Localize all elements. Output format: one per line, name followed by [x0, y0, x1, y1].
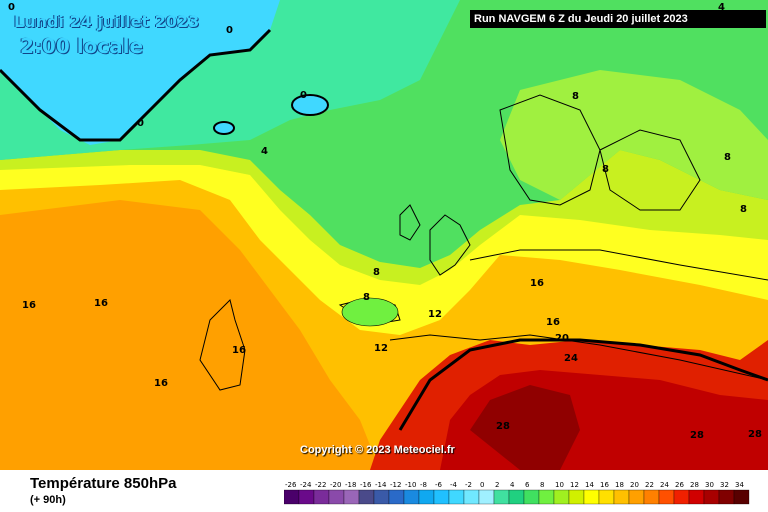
contour-label: 28	[748, 429, 762, 440]
scale-swatch	[568, 489, 585, 505]
parameter-title: Température 850hPa	[30, 475, 177, 492]
scale-tick-label: -14	[375, 481, 387, 489]
scale-tick-label: -20	[330, 481, 341, 489]
scale-tick-label: 32	[720, 481, 729, 489]
scale-tick-label: -24	[300, 481, 312, 489]
scale-swatch	[478, 489, 495, 505]
copyright-notice: Copyright © 2023 Meteociel.fr	[300, 444, 455, 456]
scale-swatch	[703, 489, 720, 505]
contour-label: 8	[602, 164, 609, 175]
color-scale: -26 -24 -22 -20 -18 -16 -14 -12 -10 -8 -6 -4 -2 0 2 4 6 8…	[284, 481, 750, 505]
temperature-map: 0 0 0 0 4 8 8 8 8 8 12 12 16 16 16 16 16…	[0, 0, 768, 470]
scale-swatch	[418, 489, 435, 505]
scale-tick-label: -10	[405, 481, 416, 489]
scale-tick-label: 12	[570, 481, 579, 489]
contour-label: 8	[724, 152, 731, 163]
contour-label: 8	[373, 267, 380, 278]
forecast-date: Lundi 24 juillet 2023	[14, 12, 200, 31]
scale-tick-label: 26	[675, 481, 684, 489]
contour-label: 16	[154, 378, 168, 389]
scale-swatch	[463, 489, 480, 505]
scale-tick-label: 2	[495, 481, 499, 489]
scale-swatch	[373, 489, 390, 505]
scale-tick-label: -18	[345, 481, 356, 489]
contour-label: 8	[740, 204, 747, 215]
scale-tick-label: 18	[615, 481, 624, 489]
scale-swatch	[598, 489, 615, 505]
scale-tick-label: -8	[420, 481, 427, 489]
scale-swatch	[358, 489, 375, 505]
scale-tick-label: -6	[435, 481, 443, 489]
scale-tick-label: -2	[465, 481, 472, 489]
contour-label: 16	[232, 345, 246, 356]
scale-swatch	[523, 489, 540, 505]
contour-label: 0	[8, 2, 15, 13]
model-run-banner: Run NAVGEM 6 Z du Jeudi 20 juillet 2023	[470, 10, 766, 28]
contour-label: 24	[564, 353, 578, 364]
contour-label: 8	[363, 292, 370, 303]
scale-tick-label: 24	[660, 481, 669, 489]
scale-tick-label: 34	[735, 481, 744, 489]
scale-swatch	[343, 489, 360, 505]
scale-swatch	[298, 489, 315, 505]
scale-swatch	[583, 489, 600, 505]
scale-tick-label: 16	[600, 481, 609, 489]
contour-label: 16	[546, 317, 560, 328]
scale-tick-label: 20	[630, 481, 639, 489]
contour-label: 28	[496, 421, 510, 432]
scale-swatch	[313, 489, 330, 505]
contour-label: 0	[137, 118, 144, 129]
scale-swatch	[718, 489, 735, 505]
scale-tick-label: 6	[525, 481, 530, 489]
scale-tick-label: 8	[540, 481, 544, 489]
scale-swatch	[733, 489, 750, 505]
contour-label: 28	[690, 430, 704, 441]
scale-tick-label: -26	[285, 481, 297, 489]
scale-swatch	[508, 489, 525, 505]
scale-swatch	[538, 489, 555, 505]
contour-label: 16	[22, 300, 36, 311]
contour-label: 4	[718, 2, 725, 13]
scale-swatch	[284, 489, 300, 505]
contour-label: 16	[94, 298, 108, 309]
scale-tick-label: 14	[585, 481, 594, 489]
scale-tick-label: 4	[510, 481, 515, 489]
scale-swatch	[658, 489, 675, 505]
scale-tick-label: -16	[360, 481, 372, 489]
contour-label: 12	[428, 309, 442, 320]
scale-swatch	[553, 489, 570, 505]
contour-label: 20	[555, 333, 569, 344]
contour-label: 4	[261, 146, 268, 157]
scale-swatch	[328, 489, 345, 505]
scale-tick-label: 0	[480, 481, 484, 489]
scale-swatch	[628, 489, 645, 505]
scale-tick-label: -4	[450, 481, 458, 489]
scale-tick-label: 22	[645, 481, 654, 489]
scale-tick-label: -12	[390, 481, 401, 489]
contour-label: 16	[530, 278, 544, 289]
scale-swatch	[613, 489, 630, 505]
scale-tick-label: 28	[690, 481, 699, 489]
scale-swatch	[403, 489, 420, 505]
scale-swatch	[433, 489, 450, 505]
contour-label: 0	[300, 90, 307, 101]
scale-swatch	[673, 489, 690, 505]
contour-label: 8	[572, 91, 579, 102]
scale-swatch	[388, 489, 405, 505]
scale-tick-label: -22	[315, 481, 326, 489]
local-time: 2:00 locale	[20, 34, 144, 58]
scale-swatch	[643, 489, 660, 505]
lead-time: (+ 90h)	[30, 494, 66, 506]
scale-tick-label: 10	[555, 481, 564, 489]
contour-label: 12	[374, 343, 388, 354]
scale-tick-label: 30	[705, 481, 714, 489]
scale-swatch	[448, 489, 465, 505]
contour-label: 0	[226, 25, 233, 36]
scale-swatch	[493, 489, 510, 505]
scale-swatch	[688, 489, 705, 505]
